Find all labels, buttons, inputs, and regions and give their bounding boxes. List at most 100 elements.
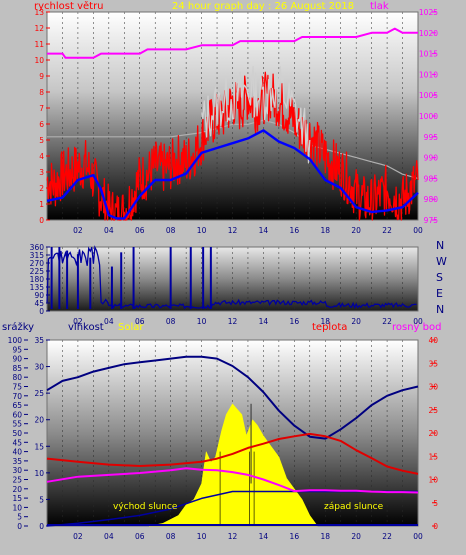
pressure-axis-tick-label: 1000 xyxy=(419,112,438,121)
direction-axis-tick-label: 315 xyxy=(30,251,45,260)
wind-direction-x-tick-label: 00 xyxy=(413,317,423,326)
wind-direction-x-tick-label: 14 xyxy=(259,317,269,326)
wind-direction-x-tick-label: 22 xyxy=(382,317,392,326)
temperature-axis-tick-label: 15 xyxy=(428,452,438,461)
pressure-axis-tick-label: 990 xyxy=(424,154,439,163)
dir-label-n2: N xyxy=(436,303,445,316)
rain-axis-tick-label: 55 xyxy=(12,420,22,429)
wind-pressure-x-tick-label: 18 xyxy=(320,226,330,235)
temperature-x-tick-label: 16 xyxy=(290,532,300,541)
temperature-axis-tick-label: 40 xyxy=(428,336,438,345)
wind-direction-x-tick-label: 20 xyxy=(351,317,361,326)
wind-direction-x-tick-label: 12 xyxy=(228,317,238,326)
temperature-x-tick-label: 20 xyxy=(351,532,361,541)
pressure-axis-tick-label: 985 xyxy=(424,174,439,183)
humidity-axis-tick-label: 20 xyxy=(34,416,44,425)
dir-label-s: S xyxy=(436,271,443,284)
humidity-axis-tick-label: 15 xyxy=(34,442,44,451)
temperature-axis-title: teplota xyxy=(312,322,348,333)
wind-direction-x-tick-label: 02 xyxy=(73,317,83,326)
wind-pressure-x-tick-label: 02 xyxy=(73,226,83,235)
wind-pressure-x-tick-label: 00 xyxy=(413,226,423,235)
wind-pressure-x-tick-label: 14 xyxy=(259,226,269,235)
temperature-x-tick-label: 22 xyxy=(382,532,392,541)
pressure-axis-title: tlak xyxy=(370,1,389,12)
wind-pressure-x-tick-label: 16 xyxy=(290,226,300,235)
temperature-axis-tick-label: 5 xyxy=(433,499,438,508)
temperature-axis-tick-label: 30 xyxy=(428,383,438,392)
wind-axis-tick-label: 10 xyxy=(34,56,44,65)
wind-axis-tick-label: 12 xyxy=(34,24,44,33)
wind-axis-tick-label: 0 xyxy=(39,216,44,225)
temperature-axis-tick-label: 25 xyxy=(428,406,438,415)
humidity-axis-tick-label: 30 xyxy=(34,363,44,372)
wind-direction-x-tick-label: 10 xyxy=(197,317,207,326)
humidity-axis-tick-label: 5 xyxy=(39,495,44,504)
wind-direction-x-tick-label: 04 xyxy=(104,317,114,326)
wind-axis-tick-label: 5 xyxy=(39,136,44,145)
direction-axis-tick-label: 270 xyxy=(30,259,45,268)
rain-axis-tick-label: 60 xyxy=(12,410,22,419)
direction-axis-tick-label: 180 xyxy=(30,275,45,284)
dew-point-line xyxy=(46,467,419,494)
pressure-axis-tick-label: 980 xyxy=(424,195,439,204)
rain-axis-tick-label: 90 xyxy=(12,355,22,364)
temperature-axis-tick-label: 20 xyxy=(428,429,438,438)
wind-axis-tick-label: 8 xyxy=(39,88,44,97)
pressure-axis-tick-label: 1025 xyxy=(419,8,438,17)
rain-axis-tick-label: 45 xyxy=(12,438,22,447)
pressure-axis-tick-label: 1005 xyxy=(419,91,438,100)
temperature-x-tick-label: 10 xyxy=(197,532,207,541)
wind-direction-x-tick-label: 06 xyxy=(135,317,145,326)
wind-pressure-x-tick-label: 22 xyxy=(382,226,392,235)
wind-axis-tick-label: 3 xyxy=(39,168,44,177)
pressure-secondary-line xyxy=(47,119,419,179)
solar-area xyxy=(148,403,318,527)
direction-axis-tick-label: 360 xyxy=(30,243,45,252)
rain-axis-tick-label: 10 xyxy=(12,503,22,512)
wind-pressure-x-tick-label: 20 xyxy=(351,226,361,235)
rain-axis-tick-label: 75 xyxy=(12,383,22,392)
temperature-x-tick-label: 00 xyxy=(413,532,423,541)
pressure-axis-tick-label: 1015 xyxy=(419,50,438,59)
wind-gust-line xyxy=(200,65,311,164)
temperature-x-tick-label: 08 xyxy=(166,532,176,541)
solar-axis-title: Solar xyxy=(118,322,144,333)
rain-axis-tick-label: 20 xyxy=(12,485,22,494)
sunset-annotation: západ slunce xyxy=(324,502,384,512)
humidity-axis-tick-label: 0 xyxy=(39,522,44,531)
temperature-x-tick-label: 18 xyxy=(320,532,330,541)
wind-axis-tick-label: 7 xyxy=(39,104,44,113)
rain-axis-tick-label: 30 xyxy=(12,466,22,475)
direction-axis-tick-label: 225 xyxy=(30,267,45,276)
temperature-axis-tick-label: 10 xyxy=(428,476,438,485)
wind-direction-x-tick-label: 08 xyxy=(166,317,176,326)
rain-axis-tick-label: 15 xyxy=(12,494,22,503)
wind-axis-tick-label: 1 xyxy=(39,200,44,209)
direction-axis-tick-label: 135 xyxy=(30,283,45,292)
temperature-x-tick-label: 06 xyxy=(135,532,145,541)
temperature-line xyxy=(46,432,419,475)
dir-label-e: E xyxy=(436,287,443,300)
rain-axis-tick-label: 95 xyxy=(12,345,22,354)
temperature-axis-tick-label: 0 xyxy=(433,522,438,531)
dir-label-n1: N xyxy=(436,239,445,252)
sunrise-annotation: východ slunce xyxy=(113,502,178,512)
chart-title: 24 hour graph day : 26 August 2018 xyxy=(172,1,355,12)
humidity-axis-tick-label: 10 xyxy=(34,469,44,478)
wind-axis-tick-label: 11 xyxy=(34,40,44,49)
humidity-axis-tick-label: 25 xyxy=(34,389,44,398)
humidity-axis-title: vlhkost xyxy=(68,322,104,333)
temperature-axis-tick-label: 35 xyxy=(428,359,438,368)
wind-axis-tick-label: 13 xyxy=(34,8,44,17)
temperature-x-tick-label: 04 xyxy=(104,532,114,541)
rain-axis-tick-label: 40 xyxy=(12,448,22,457)
temperature-x-tick-label: 02 xyxy=(73,532,83,541)
wind-axis-tick-label: 4 xyxy=(39,152,44,161)
temperature-x-tick-label: 12 xyxy=(228,532,238,541)
rain-axis-tick-label: 65 xyxy=(12,401,22,410)
rain-axis-title: srážky xyxy=(2,322,35,333)
rain-axis-tick-label: 35 xyxy=(12,457,22,466)
wind-axis-tick-label: 2 xyxy=(39,184,44,193)
